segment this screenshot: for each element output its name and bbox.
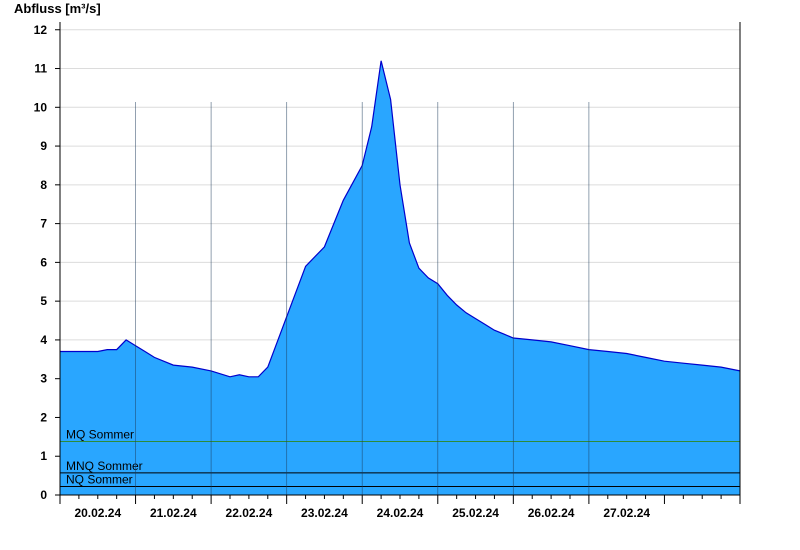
- x-axis-ticks: 20.02.24 21.02.24 22.02.24 23.02.24 24.02.24…: [59, 495, 741, 520]
- y-tick-label-10: 10: [34, 100, 48, 114]
- y-tick-label-12: 12: [34, 23, 48, 37]
- x-tick-label-6: 26.02.24: [528, 506, 575, 520]
- y-axis-title: Abfluss [m³/s]: [14, 1, 101, 16]
- y-tick-label-1: 1: [40, 449, 47, 463]
- x-tick-label-5: 25.02.24: [452, 506, 499, 520]
- ref-label-1: MNQ Sommer: [66, 459, 143, 473]
- area-series: [60, 60, 741, 496]
- x-tick-label-4: 24.02.24: [377, 506, 424, 520]
- series-line: [60, 60, 741, 378]
- y-tick-label-2: 2: [40, 410, 47, 424]
- y-tick-label-3: 3: [40, 372, 47, 386]
- y-tick-label-11: 11: [34, 62, 47, 76]
- y-tick-label-4: 4: [40, 333, 47, 347]
- ref-label-0: MQ Sommer: [66, 427, 134, 441]
- y-tick-label-0: 0: [40, 488, 47, 502]
- x-tick-label-0: 20.02.24: [74, 506, 121, 520]
- day-dividers: [135, 102, 590, 495]
- x-tick-label-3: 23.02.24: [301, 506, 348, 520]
- y-tick-label-5: 5: [40, 294, 47, 308]
- y-tick-label-8: 8: [40, 178, 47, 192]
- y-tick-label-7: 7: [40, 217, 47, 231]
- x-tick-label-1: 21.02.24: [150, 506, 197, 520]
- x-tick-label-2: 22.02.24: [226, 506, 273, 520]
- ref-label-2: NQ Sommer: [66, 472, 133, 486]
- x-tick-label-7: 27.02.24: [603, 506, 650, 520]
- y-tick-label-6: 6: [40, 255, 47, 269]
- y-tick-label-9: 9: [40, 139, 47, 153]
- area-fill: [60, 60, 740, 496]
